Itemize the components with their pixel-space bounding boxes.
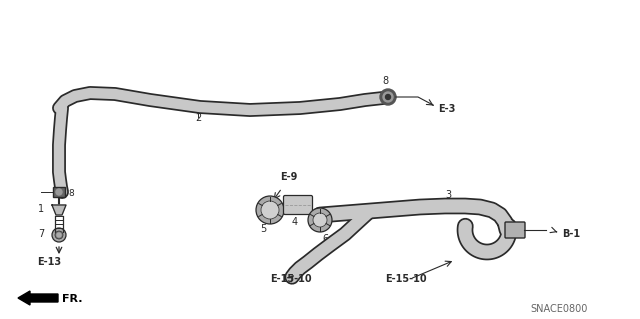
FancyBboxPatch shape [53, 187, 65, 197]
Text: E-15-10: E-15-10 [385, 274, 427, 284]
Text: E-3: E-3 [438, 104, 456, 114]
FancyArrow shape [18, 291, 58, 305]
Text: E-15-10: E-15-10 [270, 274, 312, 284]
Circle shape [52, 228, 66, 242]
Text: FR.: FR. [62, 294, 83, 304]
Circle shape [261, 201, 279, 219]
Circle shape [256, 196, 284, 224]
Circle shape [383, 92, 393, 102]
Text: SNACE0800: SNACE0800 [530, 304, 588, 314]
Text: 2: 2 [195, 113, 201, 123]
Circle shape [385, 94, 390, 100]
Text: E-9: E-9 [280, 172, 298, 182]
Circle shape [56, 189, 62, 195]
Text: 3: 3 [445, 190, 451, 200]
Circle shape [57, 233, 61, 237]
Polygon shape [52, 205, 66, 215]
FancyBboxPatch shape [505, 222, 525, 238]
Text: 1: 1 [38, 204, 44, 214]
Text: 4: 4 [292, 217, 298, 227]
Circle shape [313, 213, 327, 227]
Circle shape [55, 231, 63, 239]
Text: E-13: E-13 [37, 257, 61, 267]
Circle shape [308, 208, 332, 232]
Text: 7: 7 [38, 229, 44, 239]
Text: 8: 8 [68, 189, 74, 197]
Circle shape [380, 89, 396, 105]
Text: 5: 5 [260, 224, 266, 234]
Text: B-1: B-1 [562, 229, 580, 239]
Text: 6: 6 [322, 234, 328, 244]
FancyBboxPatch shape [284, 196, 312, 214]
Text: 8: 8 [382, 76, 388, 86]
